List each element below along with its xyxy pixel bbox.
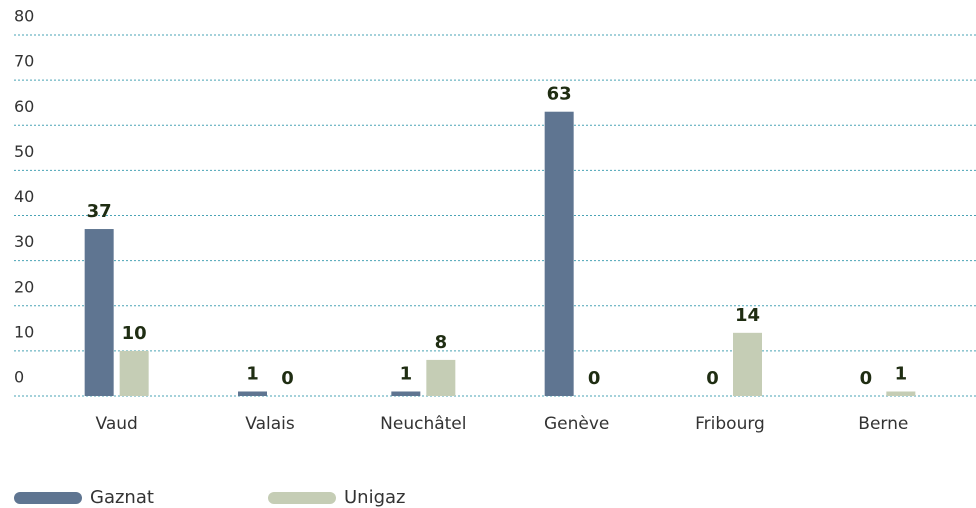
value-label: 1: [246, 363, 259, 384]
bar: [733, 332, 762, 396]
y-tick-label: 70: [14, 52, 34, 71]
legend-swatch: [268, 492, 336, 504]
x-tick-label: Valais: [245, 414, 295, 434]
bar: [238, 391, 267, 396]
value-label: 1: [400, 363, 413, 384]
legend-swatch: [14, 492, 82, 504]
value-label: 0: [860, 368, 873, 389]
x-tick-label: Fribourg: [695, 414, 765, 434]
value-label: 0: [706, 368, 719, 389]
bar: [426, 359, 456, 396]
bar: [84, 229, 114, 396]
y-tick-label: 50: [14, 142, 34, 161]
value-label: 0: [281, 368, 294, 389]
y-tick-label: 10: [14, 322, 34, 341]
bar: [544, 111, 574, 397]
x-tick-label: Genève: [544, 414, 609, 434]
y-tick-label: 0: [14, 368, 24, 387]
legend-label: Unigaz: [344, 487, 406, 508]
value-label: 0: [588, 368, 601, 389]
value-label: 63: [547, 84, 572, 105]
y-tick-label: 30: [14, 232, 34, 251]
value-label: 37: [87, 201, 112, 222]
y-tick-label: 60: [14, 97, 34, 116]
y-tick-label: 40: [14, 187, 34, 206]
x-tick-label: Vaud: [96, 414, 138, 434]
y-tick-label: 80: [14, 7, 34, 26]
y-tick-label: 20: [14, 277, 34, 296]
bar: [119, 350, 149, 396]
value-label: 14: [735, 305, 760, 326]
x-tick-label: Berne: [858, 414, 908, 434]
value-label: 1: [895, 363, 908, 384]
value-label: 8: [435, 332, 448, 353]
bar: [886, 391, 916, 396]
legend-label: Gaznat: [90, 487, 154, 508]
x-tick-label: Neuchâtel: [380, 414, 466, 434]
value-label: 10: [122, 323, 147, 344]
bar: [391, 391, 421, 396]
